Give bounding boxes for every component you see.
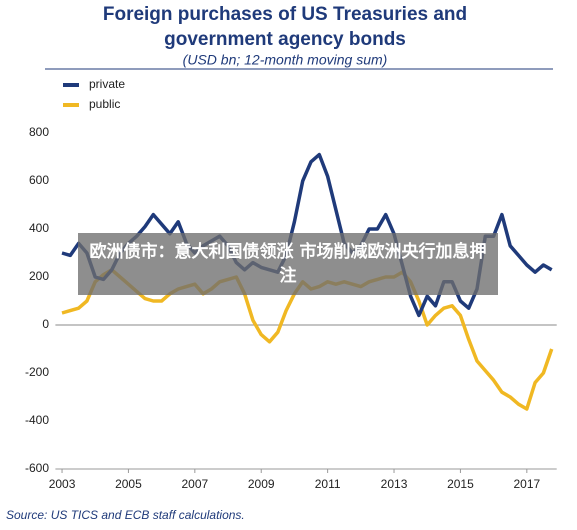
y-tick-label: 200 bbox=[29, 269, 49, 283]
y-tick-label: -200 bbox=[25, 365, 49, 379]
x-tick-label: 2007 bbox=[181, 477, 208, 491]
legend-label: public bbox=[89, 97, 120, 111]
x-tick-label: 2017 bbox=[513, 477, 540, 491]
x-tick-label: 2015 bbox=[447, 477, 474, 491]
legend-label: private bbox=[89, 77, 125, 91]
chart-title: Foreign purchases of US Treasuries and bbox=[103, 4, 467, 25]
overlay-caption: 欧洲债市：意大利国债领涨 市场削减欧洲央行加息押注 bbox=[78, 233, 498, 295]
series-line bbox=[61, 152, 553, 318]
y-tick-label: 800 bbox=[29, 125, 49, 139]
y-tick-label: 600 bbox=[29, 173, 49, 187]
x-tick-label: 2003 bbox=[49, 477, 76, 491]
x-tick-label: 2005 bbox=[115, 477, 142, 491]
y-tick-label: -600 bbox=[25, 461, 49, 475]
y-tick-label: 400 bbox=[29, 221, 49, 235]
x-tick-label: 2011 bbox=[315, 477, 341, 491]
x-tick-label: 2009 bbox=[248, 477, 275, 491]
y-tick-label: -400 bbox=[25, 413, 49, 427]
source-note: Source: US TICS and ECB staff calculatio… bbox=[6, 508, 245, 522]
y-tick-label: 0 bbox=[42, 317, 49, 331]
chart-title: government agency bonds bbox=[164, 29, 406, 50]
x-tick-label: 2013 bbox=[381, 477, 408, 491]
chart-subtitle: (USD bn; 12-month moving sum) bbox=[183, 52, 388, 68]
